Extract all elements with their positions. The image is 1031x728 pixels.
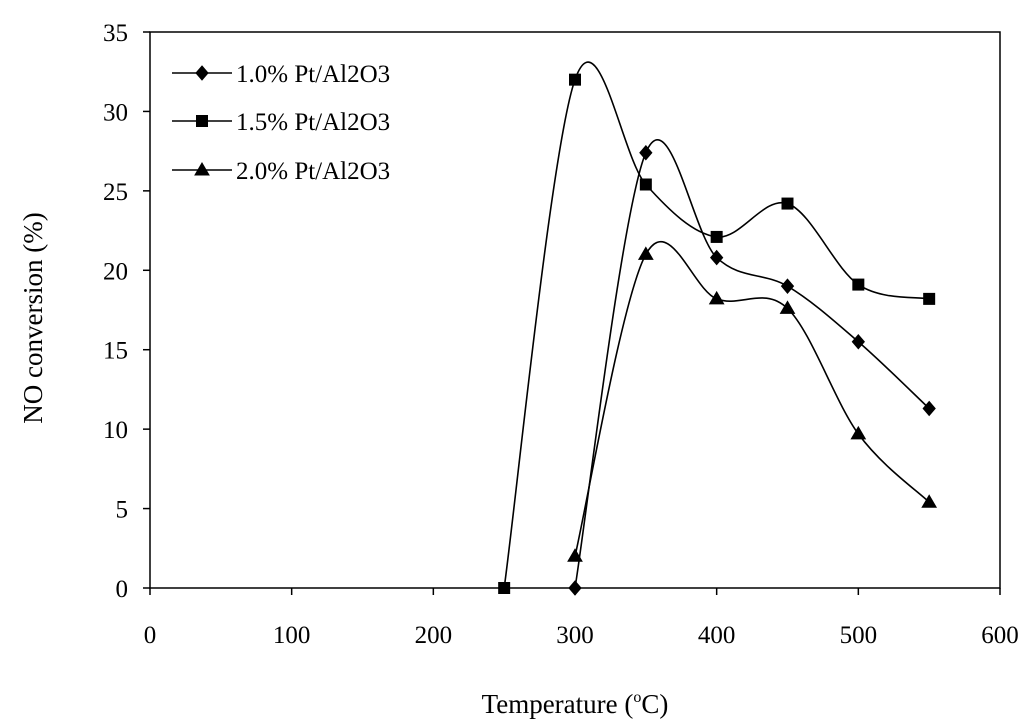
data-point	[781, 197, 794, 210]
y-axis-title: NO conversion (%)	[18, 212, 48, 423]
legend-label: 1.5% Pt/Al2O3	[236, 109, 390, 136]
series-1	[568, 139, 936, 596]
legend-item: 1.5% Pt/Al2O3	[172, 109, 390, 136]
legend-item: 1.0% Pt/Al2O3	[172, 61, 390, 88]
data-point	[779, 300, 796, 314]
y-tick-label: 0	[116, 576, 129, 603]
y-tick-label: 20	[103, 258, 128, 285]
legend: 1.0% Pt/Al2O3 1.5% Pt/Al2O3 2.0% Pt/Al2O3	[172, 61, 390, 185]
legend-item: 2.0% Pt/Al2O3	[172, 158, 390, 185]
data-point	[852, 278, 865, 291]
series-layer	[498, 61, 938, 596]
data-point	[639, 144, 653, 161]
y-tick-label: 35	[103, 20, 128, 47]
y-tick-label: 10	[103, 417, 128, 444]
y-tick-label: 15	[103, 338, 128, 365]
data-point	[567, 548, 583, 562]
x-axis-ticks: 0 100 200 300 400 500 600	[144, 588, 1019, 649]
data-point	[710, 249, 724, 266]
data-point	[780, 278, 795, 294]
data-point	[639, 178, 652, 191]
data-point	[921, 494, 938, 508]
series-line	[503, 61, 930, 589]
series-3	[567, 240, 938, 562]
x-tick-label: 100	[273, 622, 311, 649]
data-point	[710, 230, 723, 243]
x-tick-label: 0	[144, 622, 157, 649]
data-point	[498, 582, 511, 594]
x-tick-label: 600	[981, 622, 1019, 649]
x-tick-label: 400	[698, 622, 736, 649]
legend-marker	[194, 162, 210, 176]
y-axis-ticks: 0 5 10 15 20 25 30 35	[103, 20, 150, 603]
data-point	[569, 73, 581, 86]
y-tick-label: 30	[103, 99, 128, 126]
data-point	[922, 400, 936, 417]
data-point	[708, 290, 725, 305]
x-tick-label: 500	[840, 622, 878, 649]
x-tick-label: 300	[556, 622, 594, 649]
y-tick-label: 5	[116, 497, 129, 524]
data-point	[568, 580, 582, 596]
data-point	[637, 246, 654, 260]
y-tick-label: 25	[103, 179, 128, 206]
x-axis-title: Temperature (oC)	[482, 689, 669, 719]
series-line	[574, 139, 930, 589]
legend-marker	[195, 65, 209, 81]
data-point	[923, 292, 936, 305]
data-point	[851, 334, 865, 350]
legend-label: 2.0% Pt/Al2O3	[236, 158, 390, 185]
legend-marker	[196, 115, 208, 127]
legend-label: 1.0% Pt/Al2O3	[236, 61, 390, 88]
series-line	[574, 240, 930, 557]
series-2	[498, 61, 936, 594]
data-point	[850, 425, 867, 440]
x-tick-label: 200	[415, 622, 453, 649]
